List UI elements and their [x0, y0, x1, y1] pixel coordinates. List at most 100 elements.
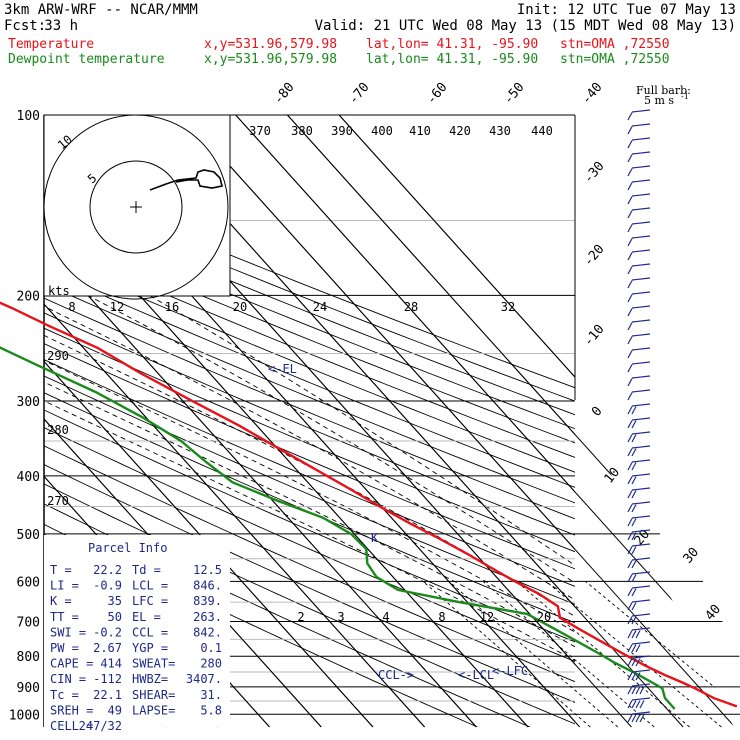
- parcel-info-cell: LCL =: [132, 579, 168, 593]
- wind-barb: [631, 445, 651, 449]
- hodo-speed-label: 12: [110, 300, 124, 314]
- theta-label: 380: [291, 124, 313, 138]
- parcel-info-cell: CAPE =: [50, 657, 93, 671]
- parcel-info-cell: 414: [100, 657, 122, 671]
- pressure-tick-label: 600: [17, 575, 40, 590]
- wind-barb: [631, 263, 651, 267]
- parcel-info-cell: LAPSE=: [132, 703, 175, 717]
- wind-barb-feather: [627, 112, 633, 121]
- wind-barb-feather: [627, 546, 633, 555]
- hodo-trace: [149, 169, 223, 191]
- wind-barb: [631, 515, 651, 519]
- wind-barb-feather: [627, 252, 633, 261]
- parcel-info-cell: 846.: [193, 579, 222, 593]
- wind-barb-feather: [627, 210, 633, 219]
- wind-barb-feather: [631, 574, 637, 583]
- wind-barb-feather: [631, 476, 637, 485]
- wind-barb: [631, 291, 651, 295]
- parcel-info-cell: 839.: [193, 594, 222, 608]
- valid-time: Valid: 21 UTC Wed 08 May 13 (15 MDT Wed …: [315, 18, 736, 34]
- wind-barb: [631, 347, 651, 351]
- isotherm-label: -80: [271, 80, 298, 108]
- dry-adiabat: [44, 228, 575, 444]
- wind-barb-feather: [627, 266, 633, 275]
- hodo-ring-5: [89, 160, 183, 254]
- isotherm-label: -70: [346, 80, 373, 108]
- theta-label: 290: [47, 349, 69, 363]
- wind-barb-feather: [631, 406, 637, 415]
- wind-barb-feather: [631, 602, 637, 611]
- moist-adiabat: [149, 295, 575, 566]
- model-title: 3km ARW-WRF -- NCAR/MMM: [4, 2, 198, 18]
- wind-barb: [631, 529, 651, 533]
- wind-barb-feather: [627, 126, 633, 135]
- wind-barb-feather: [631, 686, 637, 695]
- wind-barb-feather: [627, 350, 633, 359]
- wind-barb-feather: [627, 490, 633, 499]
- wind-barb-feather: [631, 504, 637, 513]
- fcst-value: 33 h: [44, 18, 78, 34]
- temp-latlon: lat,lon= 41.31, -95.90: [366, 37, 538, 52]
- wind-barb-feather: [639, 686, 645, 695]
- k-annotation: K: [371, 531, 379, 545]
- wind-barb-feather: [631, 658, 637, 667]
- parcel-info-cell: 5.8: [200, 703, 222, 717]
- parcel-info-cell: YGP =: [132, 641, 168, 655]
- wind-barb-feather: [627, 224, 633, 233]
- pressure-tick-label: 200: [17, 289, 40, 304]
- wind-barb-feather: [627, 378, 633, 387]
- lfc-annotation: <-LFC: [492, 664, 528, 678]
- wind-barb-feather: [639, 714, 645, 723]
- parcel-info-cell: 3407.: [186, 672, 222, 686]
- pressure-tick-label: 800: [17, 650, 40, 665]
- wind-barb-feather: [631, 672, 637, 681]
- wind-barb: [631, 543, 651, 547]
- wind-barb: [631, 165, 651, 169]
- parcel-info-cell: TT =: [50, 610, 79, 624]
- isotherm-label: -40: [579, 80, 606, 108]
- theta-label: 420: [449, 124, 471, 138]
- dry-adiabat: [44, 189, 575, 402]
- parcel-info-cell: 35: [108, 594, 122, 608]
- wind-barb-feather: [627, 280, 633, 289]
- wind-barb-feather: [627, 574, 633, 583]
- mixing-ratio-label: 20: [537, 610, 551, 624]
- pressure-tick-label: 300: [17, 395, 40, 410]
- wind-barb: [631, 641, 651, 645]
- hodo-speed-label: 28: [404, 300, 418, 314]
- wind-barb-feather: [627, 238, 633, 247]
- theta-label: 410: [409, 124, 431, 138]
- wind-barb: [631, 557, 651, 561]
- hodo-unit: kts: [48, 284, 70, 298]
- wind-barb-feather: [631, 434, 637, 443]
- barb-title: Full barb:: [636, 84, 691, 97]
- wind-barb: [631, 571, 651, 575]
- dew-xy: x,y=531.96,579.98: [204, 52, 337, 67]
- el-annotation: <-EL: [268, 362, 297, 376]
- wind-barb-feather: [631, 700, 637, 709]
- isotherm-line: [287, 115, 575, 436]
- isotherm-line: [44, 115, 477, 728]
- mixing-ratio-line: [585, 580, 740, 728]
- wind-barb-feather: [631, 420, 637, 429]
- init-time: Init: 12 UTC Tue 07 May 13: [517, 2, 736, 18]
- isotherm-label: -30: [581, 159, 608, 187]
- wind-barb-feather: [627, 616, 633, 625]
- dry-adiabat: [44, 202, 575, 416]
- dry-adiabat: [44, 241, 575, 458]
- wind-barb: [631, 249, 651, 253]
- mixing-ratio-label: 8: [438, 610, 445, 624]
- temp-xy: x,y=531.96,579.98: [204, 37, 337, 52]
- parcel-info-cell: SHEAR=: [132, 688, 175, 702]
- parcel-info-cell: -0.2: [93, 625, 122, 639]
- wind-barb-feather: [627, 448, 633, 457]
- parcel-info-cell: EL =: [132, 610, 161, 624]
- wind-barb-feather: [627, 434, 633, 443]
- isotherm-line: [0, 115, 11, 727]
- theta-label: 400: [371, 124, 393, 138]
- parcel-info-cell: SREH =: [50, 703, 93, 717]
- wind-barb: [631, 333, 651, 337]
- isotherm-label: -60: [424, 80, 451, 108]
- pressure-tick-label: 100: [17, 109, 40, 124]
- fcst-label: Fcst:: [4, 18, 46, 34]
